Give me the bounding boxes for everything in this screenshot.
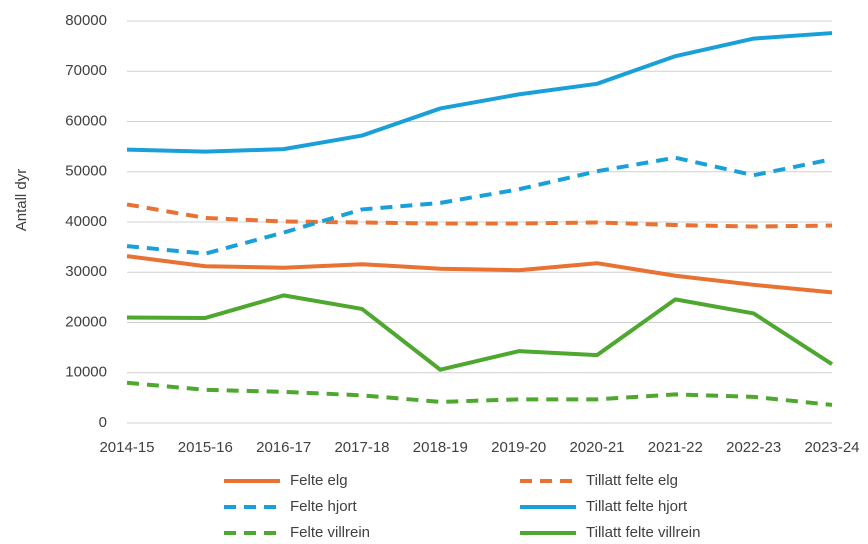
y-tick-label: 80000 <box>65 12 107 29</box>
line-series <box>126 380 833 407</box>
legend-label: Tillatt felte hjort <box>586 498 688 515</box>
x-tick-label: 2022-23 <box>726 439 781 456</box>
y-axis-label: Antall dyr <box>13 169 30 232</box>
y-tick-label: 20000 <box>65 313 107 330</box>
legend-label: Tillatt felte elg <box>586 472 678 489</box>
x-tick-label: 2017-18 <box>334 439 389 456</box>
legend-label: Tillatt felte villrein <box>586 524 700 541</box>
y-tick-label: 70000 <box>65 62 107 79</box>
y-tick-label: 40000 <box>65 213 107 230</box>
x-tick-label: 2014-15 <box>99 439 154 456</box>
x-tick-label: 2021-22 <box>648 439 703 456</box>
line-series <box>126 31 833 154</box>
legend-label: Felte villrein <box>290 524 370 541</box>
y-tick-label: 0 <box>99 414 107 431</box>
y-tick-label: 50000 <box>65 163 107 180</box>
line-series <box>126 202 833 229</box>
x-tick-label: 2023-24 <box>804 439 859 456</box>
x-tick-label: 2016-17 <box>256 439 311 456</box>
y-tick-label: 60000 <box>65 112 107 129</box>
y-tick-label: 30000 <box>65 263 107 280</box>
x-tick-label: 2015-16 <box>178 439 233 456</box>
line-series <box>126 254 833 295</box>
x-tick-label: 2019-20 <box>491 439 546 456</box>
x-tick-label: 2018-19 <box>413 439 468 456</box>
y-tick-label: 10000 <box>65 364 107 381</box>
legend-label: Felte hjort <box>290 498 358 515</box>
line-series <box>126 293 834 372</box>
legend-label: Felte elg <box>290 472 348 489</box>
x-tick-label: 2020-21 <box>569 439 624 456</box>
